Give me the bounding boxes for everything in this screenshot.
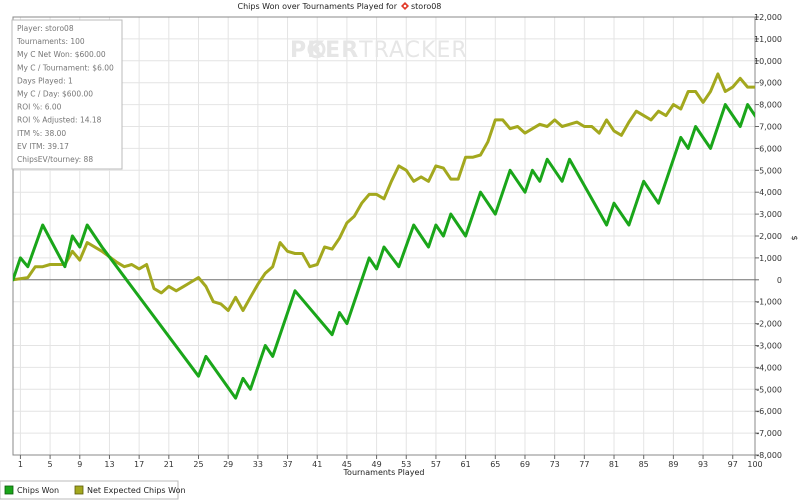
x-tick-label: 73 — [550, 460, 560, 469]
x-tick-label: 25 — [193, 460, 203, 469]
stats-line: ITM %: 38.00 — [17, 129, 66, 138]
y-tick-label: 10,000 — [754, 57, 782, 66]
y-tick-label: 9,000 — [759, 79, 782, 88]
x-tick-label: 97 — [728, 460, 738, 469]
x-tick-label: 21 — [164, 460, 174, 469]
stats-line: ROI %: 6.00 — [17, 103, 62, 112]
legend-swatch-chips-won — [4, 485, 14, 495]
x-tick-label: 41 — [312, 460, 322, 469]
watermark-chip-icon — [307, 40, 326, 59]
legend-item-chips-won[interactable]: Chips Won — [4, 485, 59, 495]
legend: Chips Won Net Expected Chips Won — [0, 480, 186, 500]
y-tick-label: -5,000 — [756, 385, 782, 394]
legend-swatch-net-expected — [74, 485, 84, 495]
x-tick-label: 5 — [48, 460, 53, 469]
y-tick-label: -7,000 — [756, 429, 782, 438]
series-line-chips-won — [13, 103, 755, 400]
watermark-p: P — [290, 38, 307, 63]
stats-box: Player: storo08 Tournaments: 100 My C Net … — [11, 19, 123, 170]
x-tick-label: 93 — [698, 460, 708, 469]
x-tick-label: 89 — [668, 460, 678, 469]
x-tick-label: 77 — [579, 460, 589, 469]
y-tick-label: 3,000 — [759, 210, 782, 219]
x-tick-label: 65 — [490, 460, 500, 469]
x-tick-label: 81 — [609, 460, 619, 469]
y-tick-label: -1,000 — [756, 298, 782, 307]
x-tick-label: 37 — [282, 460, 292, 469]
x-tick-label: 13 — [104, 460, 114, 469]
axis-layer: 1 5 9 13 17 21 25 29 33 37 41 45 49 53 57 61 65 69 73 77 81 8… — [12, 13, 782, 469]
x-tick-label: 100 — [747, 460, 762, 469]
legend-label-chips-won: Chips Won — [17, 486, 59, 495]
x-tick-label: 85 — [639, 460, 649, 469]
series-layer — [13, 72, 755, 400]
stats-line: ROI % Adjusted: 14.18 — [17, 116, 102, 125]
stats-line: My C Net Won: $600.00 — [17, 50, 106, 59]
y-tick-label: 2,000 — [759, 232, 782, 241]
watermark-tracker: TRACKER — [358, 38, 467, 63]
y-tick-label: 5,000 — [759, 166, 782, 175]
stats-line: Days Played: 1 — [17, 76, 73, 85]
y-tick-label: 8,000 — [759, 101, 782, 110]
poker-card-icon — [401, 2, 409, 10]
y-tick-label: -4,000 — [756, 363, 782, 372]
stats-line: Tournaments: 100 — [16, 37, 85, 46]
stats-line: My C / Day: $600.00 — [17, 90, 93, 99]
x-tick-label: 45 — [342, 460, 352, 469]
grid-layer — [13, 16, 756, 456]
y-tick-label: 12,000 — [754, 13, 782, 22]
stats-line: Player: storo08 — [17, 24, 74, 33]
stats-line: My C / Tournament: $6.00 — [17, 63, 114, 72]
x-tick-label: 49 — [371, 460, 381, 469]
legend-label-net-expected: Net Expected Chips Won — [87, 486, 186, 495]
x-tick-label: 17 — [134, 460, 144, 469]
y-tick-label: 6,000 — [759, 144, 782, 153]
chart-title-player: storo08 — [411, 2, 441, 11]
x-axis-label: Tournaments Played — [343, 468, 425, 477]
stats-line: ChipsEV/tourney: 88 — [17, 155, 93, 164]
y-tick-label: 11,000 — [754, 35, 782, 44]
stats-lines: Player: storo08 Tournaments: 100 My C Net … — [16, 24, 114, 164]
x-tick-label: 61 — [461, 460, 471, 469]
y-tick-label: -8,000 — [756, 451, 782, 460]
y-tick-label: -6,000 — [756, 407, 782, 416]
pokertracker-watermark: PKERTRACKER — [290, 38, 468, 63]
stats-line: EV ITM: 39.17 — [17, 142, 69, 151]
y-tick-label: 4,000 — [759, 188, 782, 197]
svg-text:PKERTRACKER: PKERTRACKER — [290, 38, 468, 63]
x-tick-label: 33 — [253, 460, 263, 469]
x-tick-label: 53 — [401, 460, 411, 469]
x-tick-label: 1 — [18, 460, 23, 469]
y-tick-label: 7,000 — [759, 123, 782, 132]
y-tick-label: -2,000 — [756, 320, 782, 329]
chart-title: Chips Won over Tournaments Played for — [238, 2, 398, 11]
chart-title-group: Chips Won over Tournaments Played for st… — [238, 2, 441, 11]
x-tick-label: 9 — [77, 460, 82, 469]
y-tick-label: -3,000 — [756, 342, 782, 351]
x-tick-label: 29 — [223, 460, 233, 469]
y-axis-label: $ — [790, 235, 799, 240]
x-tick-label: 57 — [431, 460, 441, 469]
y-tick-label: 1,000 — [759, 254, 782, 263]
series-line-net-expected — [13, 72, 755, 312]
x-tick-label: 69 — [520, 460, 530, 469]
legend-item-net-expected[interactable]: Net Expected Chips Won — [74, 485, 186, 495]
y-tick-label: 0 — [777, 276, 782, 285]
